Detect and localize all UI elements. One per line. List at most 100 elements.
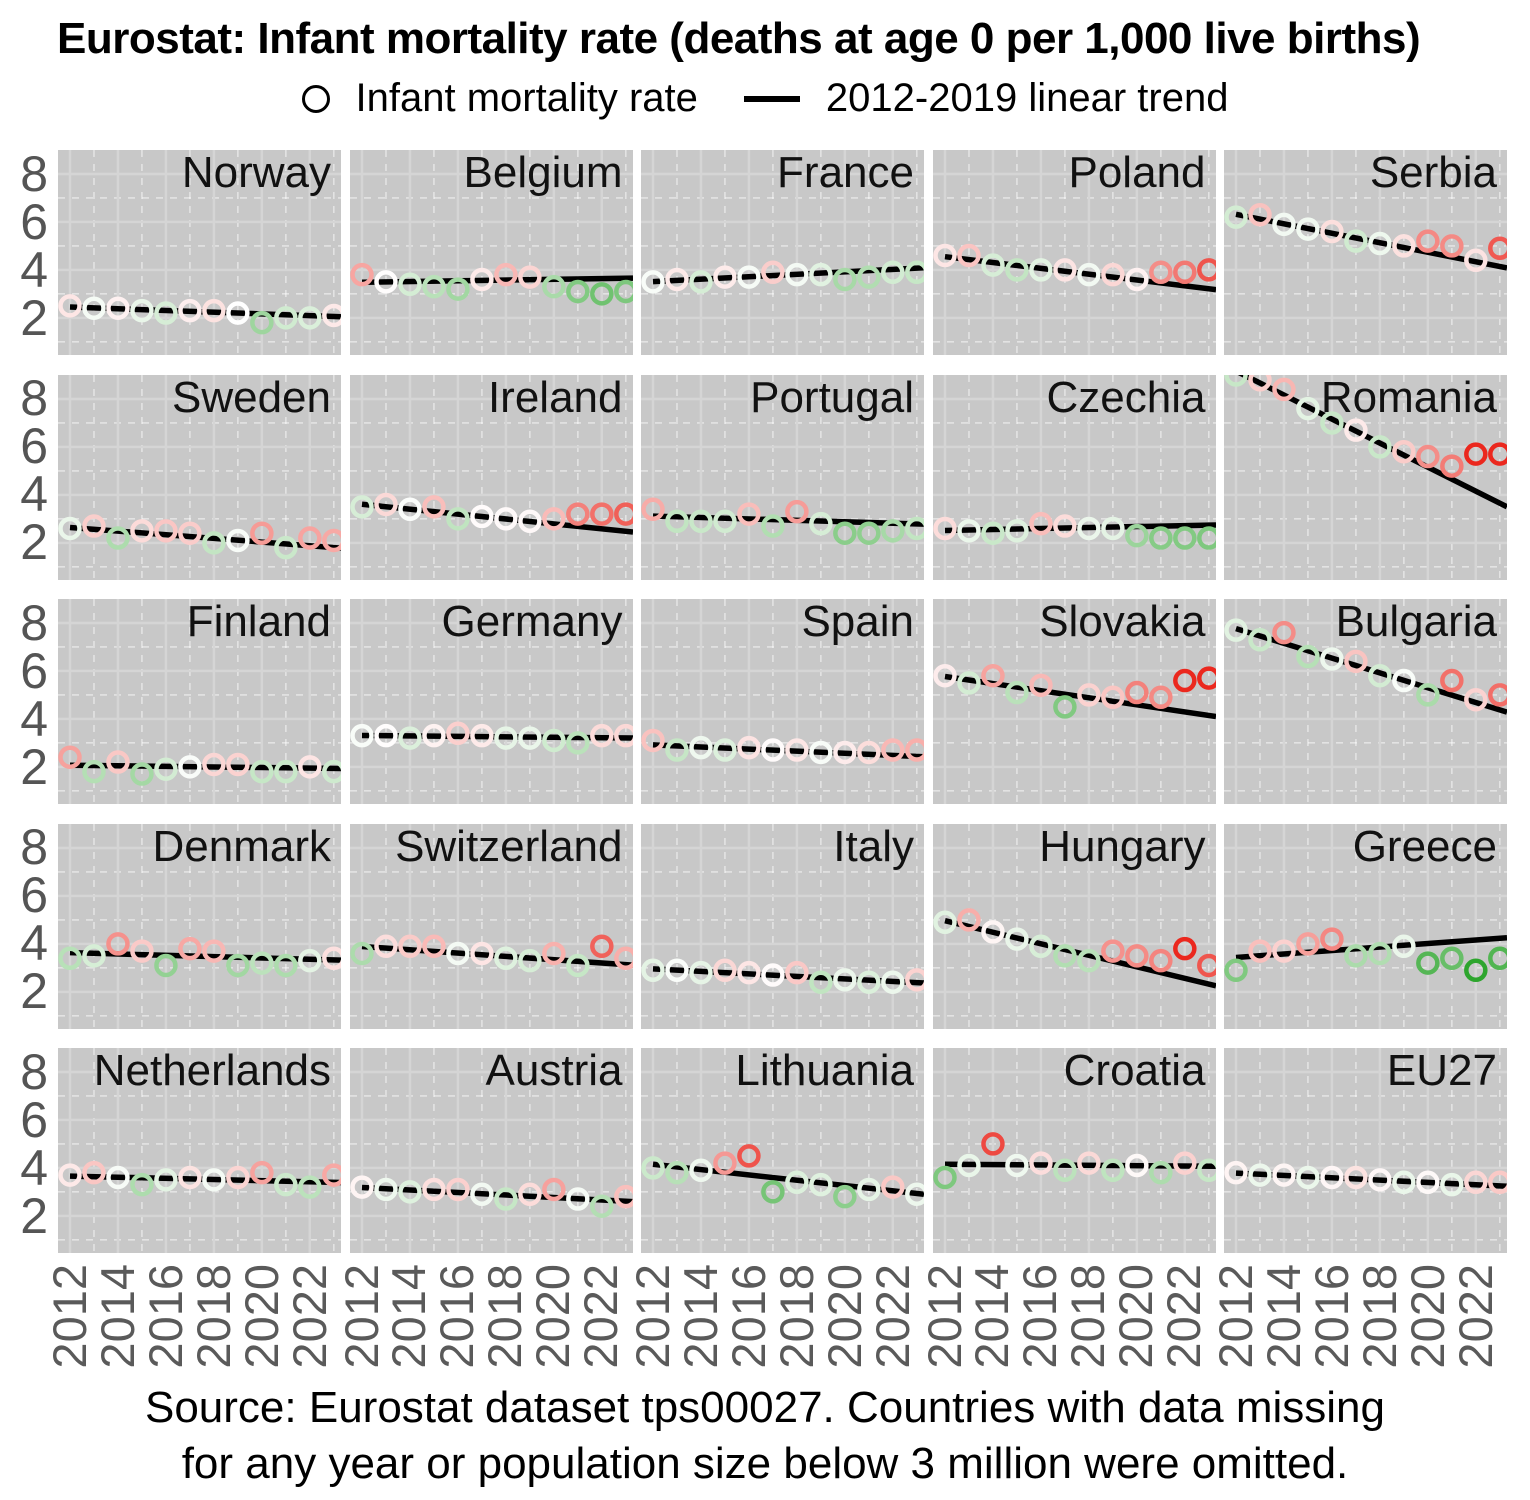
data-point (1368, 941, 1392, 965)
data-point (106, 525, 130, 550)
data-point (1272, 212, 1296, 237)
data-point (250, 1160, 274, 1185)
data-point (1004, 258, 1029, 282)
facet-croatia: Croatia 2012 2014 2016 2018 2020 2022 (918, 1047, 1216, 1369)
data-point (130, 518, 154, 543)
x-tick-label: 2018 (1352, 1264, 1406, 1369)
data-point (397, 934, 422, 958)
data-point (322, 303, 341, 328)
data-point (541, 274, 566, 299)
data-point (517, 509, 542, 533)
data-point (1004, 926, 1029, 951)
data-point (58, 1163, 82, 1187)
facet-netherlands: Netherlands 2 4 6 8 2012 2014 2016 2018 2020 2022 (20, 1047, 341, 1369)
data-point (517, 948, 542, 972)
data-point (905, 967, 924, 992)
facet-chart (58, 1048, 341, 1253)
data-point (1124, 1153, 1149, 1178)
data-point (274, 953, 298, 977)
data-point (1344, 943, 1368, 968)
y-tick-label: 8 (20, 1043, 48, 1100)
data-point (106, 750, 130, 774)
facet-portugal: Portugal (641, 374, 924, 580)
data-point (1320, 1165, 1344, 1190)
facet-france: France (641, 149, 924, 355)
data-point (565, 1187, 590, 1211)
legend: Infant mortality rate 2012-2019 linear t… (0, 76, 1530, 121)
data-point (1028, 258, 1053, 282)
data-point (980, 919, 1005, 944)
y-tick-label: 4 (20, 690, 48, 747)
data-point (1320, 219, 1344, 244)
data-point (58, 745, 82, 769)
x-tick-label: 2012 (626, 1264, 679, 1369)
data-point (1440, 668, 1464, 693)
data-point (1224, 958, 1248, 982)
data-point (421, 1177, 446, 1202)
data-point (373, 1177, 398, 1202)
facet-germany: Germany (349, 598, 633, 804)
data-point (565, 953, 590, 977)
x-tick-label: 2020 (234, 1264, 288, 1369)
data-point (274, 306, 298, 330)
data-point (785, 738, 809, 762)
data-point (202, 938, 226, 963)
data-point (1464, 1170, 1488, 1195)
y-tick-label: 4 (20, 915, 48, 972)
data-point (445, 277, 470, 301)
panel-background (58, 374, 341, 580)
data-point (1100, 938, 1125, 963)
data-point (785, 262, 809, 287)
data-point (980, 520, 1005, 545)
data-point (1076, 683, 1101, 707)
data-point (130, 1172, 154, 1197)
data-point (589, 934, 614, 958)
data-point (1368, 434, 1392, 459)
data-point (1344, 1165, 1368, 1190)
facet-chart (349, 823, 633, 1029)
data-point (250, 759, 274, 784)
data-point (154, 953, 178, 977)
data-point (178, 298, 202, 323)
x-tick-label: 2022 (1157, 1264, 1211, 1369)
data-point (613, 279, 633, 304)
panel-background (1224, 1048, 1507, 1253)
facet-czechia: Czechia (932, 374, 1216, 580)
x-tick-label: 2012 (917, 1264, 971, 1369)
data-point (1100, 685, 1125, 710)
panel-background (1224, 374, 1507, 580)
data-point (1320, 410, 1344, 435)
data-point (565, 731, 590, 755)
data-point (809, 740, 833, 765)
data-point (1296, 1165, 1320, 1190)
data-point (1100, 1158, 1125, 1183)
x-tick-label: 2018 (186, 1264, 240, 1369)
data-point (349, 723, 374, 748)
facet-italy: Italy (641, 823, 924, 1029)
data-point (469, 723, 494, 748)
data-point (1172, 936, 1197, 960)
data-point (298, 525, 322, 550)
data-point (226, 528, 250, 552)
x-tick-label: 2022 (574, 1264, 628, 1369)
data-point (737, 1144, 761, 1168)
facet-chart (58, 374, 341, 580)
data-point (178, 520, 202, 545)
panel-background (58, 1048, 341, 1253)
data-point (980, 663, 1005, 688)
data-point (274, 759, 298, 784)
facet-greece: Greece (1224, 823, 1507, 1029)
panel-background (641, 150, 924, 355)
data-point (1248, 1163, 1272, 1187)
data-point (1052, 1158, 1077, 1183)
data-point (541, 506, 566, 531)
data-point (1296, 644, 1320, 669)
data-point (833, 267, 857, 292)
data-point (641, 270, 665, 294)
data-point (1320, 926, 1344, 951)
data-point (202, 530, 226, 555)
data-point (178, 936, 202, 960)
data-point (106, 1165, 130, 1190)
x-tick-label: 2020 (1400, 1264, 1454, 1369)
